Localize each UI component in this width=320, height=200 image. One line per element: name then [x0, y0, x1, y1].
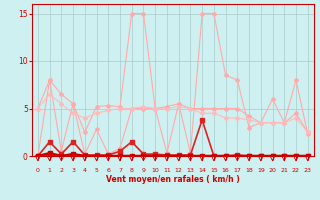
X-axis label: Vent moyen/en rafales ( km/h ): Vent moyen/en rafales ( km/h ): [106, 175, 240, 184]
